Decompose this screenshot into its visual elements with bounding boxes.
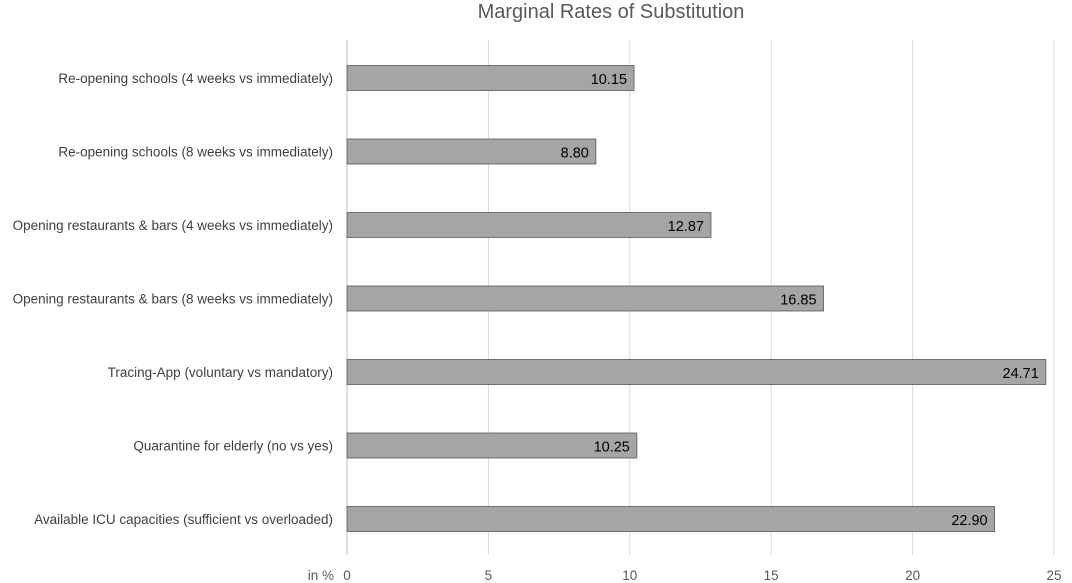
x-tick-label: 10	[622, 568, 637, 583]
chart-title: Marginal Rates of Substitution	[477, 1, 745, 23]
x-tick-label: 0	[343, 568, 351, 583]
bar	[346, 432, 638, 459]
data-label: 16.85	[780, 293, 816, 309]
category-label: Re-opening schools (4 weeks vs immediate…	[58, 71, 333, 86]
data-label: 8.80	[561, 146, 589, 162]
category-label: Quarantine for elderly (no vs yes)	[133, 439, 333, 454]
x-tick-label: 15	[764, 568, 779, 583]
x-tick-label: 25	[1046, 568, 1061, 583]
data-label: 22.90	[951, 513, 987, 529]
category-label: Opening restaurants & bars (4 weeks vs i…	[13, 218, 333, 233]
bar	[346, 506, 996, 532]
bars: 10.15 8.80 12.87 16.85 24.71 10.25 22.90	[346, 65, 1047, 532]
category-label: Available ICU capacities (sufficient vs …	[34, 512, 333, 527]
bar	[346, 65, 635, 91]
category-label: Opening restaurants & bars (8 weeks vs i…	[13, 292, 333, 307]
x-tick-label: 5	[485, 568, 493, 583]
x-axis-ticks: 0 5 10 15 20 25	[343, 568, 1061, 583]
bar	[346, 285, 824, 312]
data-label: 10.25	[594, 440, 630, 456]
category-label: Re-opening schools (8 weeks vs immediate…	[58, 145, 333, 160]
data-label: 24.71	[1003, 366, 1039, 382]
x-tick-label: 20	[905, 568, 920, 583]
data-label: 12.87	[668, 219, 704, 235]
bar	[346, 138, 597, 165]
category-labels: Re-opening schools (4 weeks vs immediate…	[13, 71, 333, 527]
bar	[346, 212, 712, 238]
data-label: 10.15	[591, 72, 627, 88]
x-axis-label: in %	[308, 568, 334, 583]
category-label: Tracing-App (voluntary vs mandatory)	[108, 365, 333, 380]
bar	[346, 359, 1047, 385]
